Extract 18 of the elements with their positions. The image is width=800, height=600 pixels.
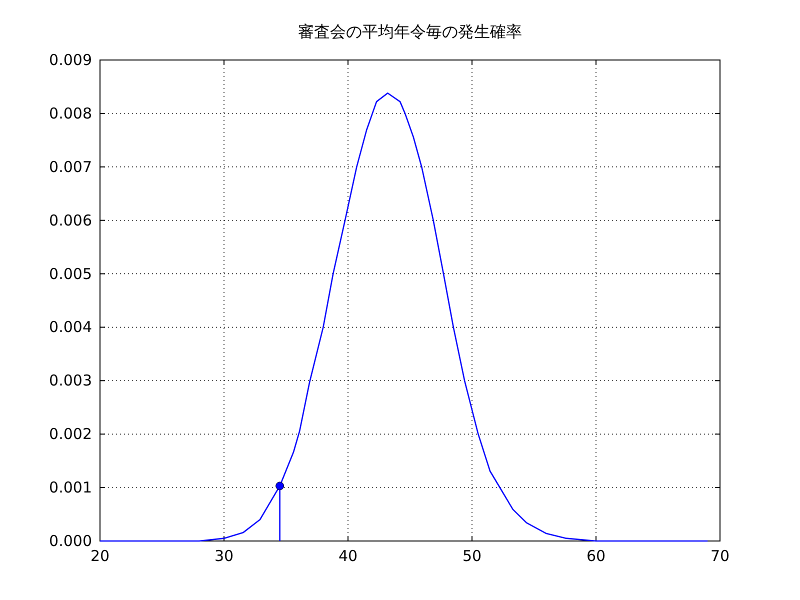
y-tick-label: 0.008 (49, 104, 92, 122)
y-tick-label: 0.000 (49, 532, 92, 550)
y-tick-label: 0.001 (49, 478, 92, 497)
x-tick-label: 20 (90, 547, 110, 565)
x-tick-label: 60 (586, 547, 606, 565)
y-tick-label: 0.005 (49, 264, 92, 283)
line-series (99, 92, 708, 542)
x-tick-label: 40 (338, 547, 358, 565)
y-tick-label: 0.006 (49, 211, 92, 230)
y-tick-label: 0.004 (49, 318, 92, 336)
x-tick-label: 30 (214, 547, 234, 565)
y-tick-label: 0.003 (49, 372, 92, 390)
y-tick-label: 0.009 (49, 51, 92, 69)
x-tick-label: 50 (462, 547, 482, 565)
x-tick-label: 70 (710, 547, 730, 565)
y-tick-label: 0.007 (49, 158, 92, 176)
chart-title: 審査会の平均年令毎の発生確率 (298, 22, 522, 41)
y-tick-label: 0.002 (49, 425, 92, 444)
